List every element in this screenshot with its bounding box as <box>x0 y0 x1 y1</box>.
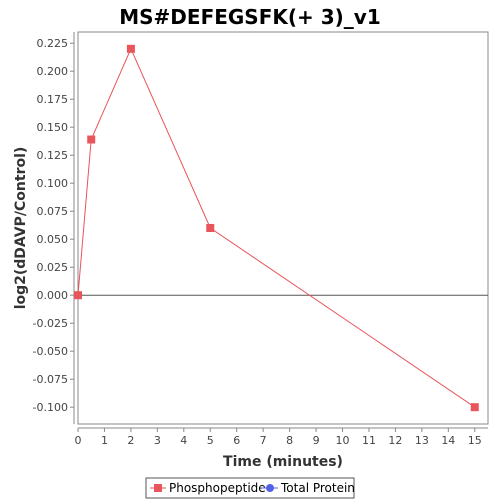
series-layer <box>74 44 479 412</box>
data-point-phosphopeptide <box>206 224 215 232</box>
chart-title: MS#DEFEGSFK(+ 3)_v1 <box>119 5 381 29</box>
legend-item-phosphopeptide: Phosphopeptide <box>150 481 266 495</box>
y-tick-label: 0.100 <box>37 177 69 190</box>
x-tick-label: 9 <box>313 434 320 447</box>
data-point-phosphopeptide <box>126 44 135 53</box>
legend-box <box>145 477 355 499</box>
data-point-phosphopeptide <box>470 403 479 412</box>
x-tick-label: 0 <box>75 434 82 447</box>
x-tick-label: 5 <box>207 434 214 447</box>
x-tick-label: 7 <box>260 434 267 447</box>
legend-label-total-protein: Total Protein <box>280 481 355 495</box>
y-tick-label: 0.025 <box>37 261 69 274</box>
y-tick-label: 0.075 <box>37 205 69 218</box>
x-axis: 0 1 2 3 4 5 6 7 8 9 10 11 12 13 14 15 <box>75 427 488 447</box>
y-tick-label: 0.000 <box>37 289 69 302</box>
x-tick-label: 14 <box>441 434 455 447</box>
plot-area <box>77 31 489 425</box>
data-point-phosphopeptide <box>74 291 82 300</box>
x-tick-label: 4 <box>180 434 187 447</box>
legend-marker-phosphopeptide <box>154 484 162 492</box>
y-tick-label: 0.200 <box>37 65 69 78</box>
y-tick-label: 0.150 <box>37 121 69 134</box>
x-tick-label: 12 <box>388 434 402 447</box>
y-axis-label: log2(dDAVP/Control) <box>13 147 29 310</box>
y-tick-label: -0.050 <box>33 345 68 358</box>
legend-label-phosphopeptide: Phosphopeptide <box>169 481 266 495</box>
x-axis-label: Time (minutes) <box>223 454 343 470</box>
y-tick-label: 0.175 <box>37 93 69 106</box>
x-tick-label: 10 <box>336 434 350 447</box>
x-tick-label: 15 <box>468 434 482 447</box>
y-tick-label: -0.075 <box>33 373 68 386</box>
x-tick-label: 3 <box>154 434 161 447</box>
legend-item-total-protein: Total Protein <box>262 481 355 495</box>
y-tick-label: 0.125 <box>37 149 69 162</box>
y-tick-label: -0.100 <box>33 401 68 414</box>
y-axis: -0.100 -0.075 -0.050 -0.025 0.000 0.025 0.050 0… <box>33 32 75 424</box>
x-tick-label: 1 <box>101 434 108 447</box>
y-tick-label: 0.225 <box>37 37 69 50</box>
legend: Phosphopeptide Total Protein <box>145 477 355 499</box>
legend-marker-total-protein <box>266 484 274 492</box>
y-tick-label: 0.050 <box>37 233 69 246</box>
x-tick-label: 8 <box>286 434 293 447</box>
x-tick-label: 6 <box>233 434 240 447</box>
data-point-phosphopeptide <box>87 135 96 144</box>
x-tick-label: 11 <box>362 434 376 447</box>
y-tick-label: -0.025 <box>33 317 68 330</box>
x-tick-label: 2 <box>127 434 134 447</box>
x-tick-label: 13 <box>415 434 429 447</box>
